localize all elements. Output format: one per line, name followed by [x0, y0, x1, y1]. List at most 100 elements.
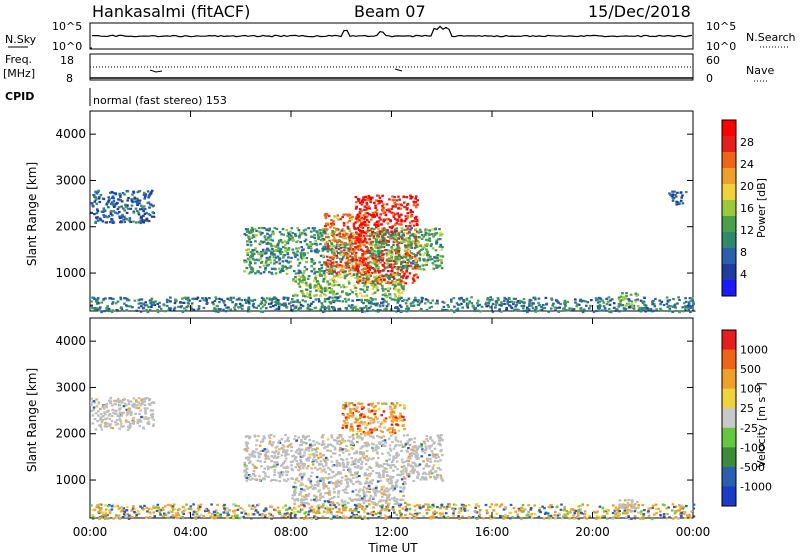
echo-cell — [617, 508, 620, 511]
echo-cell — [427, 232, 430, 235]
echo-cell — [641, 300, 644, 303]
echo-cell — [243, 463, 247, 467]
echo-cell — [143, 403, 147, 406]
echo-cell — [249, 251, 253, 254]
echo-cell — [441, 246, 444, 249]
echo-cell — [373, 253, 376, 256]
echo-cell — [655, 308, 658, 311]
echo-cell — [393, 262, 397, 265]
echo-cell — [537, 301, 540, 304]
echo-cell — [111, 427, 114, 430]
echo-cell — [624, 515, 628, 518]
echo-cell — [339, 249, 343, 252]
echo-cell — [406, 215, 409, 218]
echo-cell — [150, 305, 153, 308]
nave-label: Nave — [746, 64, 774, 77]
echo-cell — [465, 304, 469, 307]
echo-cell — [402, 265, 405, 268]
echo-cell — [371, 513, 375, 517]
echo-cell — [367, 198, 370, 202]
echo-cell — [127, 514, 131, 517]
echo-cell — [361, 201, 365, 204]
echo-cell — [400, 213, 403, 216]
echo-cell — [599, 305, 602, 308]
echo-cell — [364, 517, 368, 520]
echo-cell — [622, 512, 625, 515]
echo-cell — [643, 303, 646, 306]
echo-cell — [313, 443, 316, 446]
echo-cell — [366, 267, 370, 270]
echo-cell — [132, 416, 135, 420]
echo-cell — [268, 242, 271, 245]
echo-cell — [417, 299, 420, 302]
echo-cell — [425, 244, 428, 247]
echo-cell — [407, 246, 411, 249]
echo-cell — [351, 308, 355, 311]
echo-cell — [183, 296, 186, 299]
echo-cell — [262, 297, 265, 300]
echo-cell — [184, 508, 187, 511]
echo-cell — [337, 308, 340, 311]
echo-cell — [147, 420, 150, 423]
echo-cell — [365, 449, 369, 453]
echo-cell — [633, 510, 637, 513]
echo-cell — [315, 510, 319, 513]
echo-cell — [379, 510, 382, 513]
echo-cell — [630, 300, 634, 303]
echo-cell — [374, 271, 377, 274]
echo-cell — [265, 249, 268, 252]
echo-cell — [667, 304, 671, 308]
echo-cell — [310, 302, 313, 305]
echo-cell — [263, 303, 266, 306]
echo-cell — [338, 232, 342, 235]
echo-cell — [278, 240, 282, 243]
echo-cell — [96, 297, 100, 300]
echo-cell — [244, 441, 248, 444]
echo-cell — [251, 258, 255, 261]
echo-cell — [94, 197, 98, 200]
echo-cell — [368, 268, 372, 271]
echo-cell — [274, 465, 278, 468]
echo-cell — [308, 507, 312, 510]
echo-cell — [266, 248, 270, 251]
echo-cell — [318, 463, 321, 466]
echo-cell — [414, 205, 418, 208]
echo-cell — [356, 299, 359, 302]
echo-cell — [158, 305, 161, 308]
echo-cell — [660, 300, 664, 303]
echo-cell — [197, 504, 201, 507]
echo-cell — [309, 296, 312, 299]
echo-cell — [642, 309, 646, 312]
echo-cell — [368, 251, 371, 255]
echo-cell — [362, 453, 365, 456]
echo-cell — [400, 262, 403, 266]
echo-cell — [123, 402, 127, 405]
echo-cell — [137, 397, 141, 400]
echo-cell — [405, 275, 409, 278]
echo-cell — [397, 250, 400, 253]
echo-cell — [170, 510, 174, 513]
echo-cell — [350, 440, 354, 443]
echo-cell — [146, 510, 149, 513]
echo-cell — [331, 255, 335, 258]
echo-cell — [317, 457, 320, 460]
echo-cell — [362, 444, 365, 448]
echo-cell — [192, 510, 196, 513]
echo-cell — [181, 511, 184, 514]
echo-cell — [606, 300, 610, 303]
echo-cell — [303, 270, 306, 273]
echo-cell — [150, 409, 154, 412]
echo-cell — [379, 514, 382, 517]
echo-cell — [330, 512, 334, 515]
echo-cell — [435, 516, 438, 519]
echo-cell — [338, 235, 342, 238]
echo-cell — [329, 278, 332, 281]
echo-cell — [298, 231, 302, 234]
echo-cell — [310, 505, 314, 508]
echo-cell — [370, 300, 373, 303]
echo-cell — [595, 511, 598, 514]
echo-cell — [409, 302, 413, 305]
echo-cell — [371, 262, 375, 265]
echo-cell — [395, 247, 399, 250]
echo-cell — [276, 244, 280, 247]
